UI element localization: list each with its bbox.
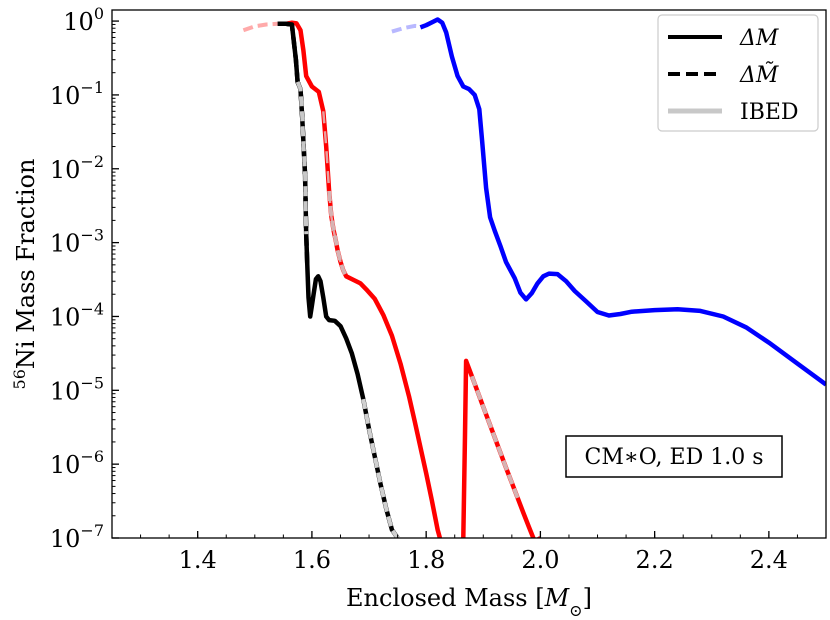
y-tick-base: 10 <box>50 230 81 258</box>
annotation-box <box>565 435 783 478</box>
y-tick-base: 10 <box>50 82 81 110</box>
series-line-3 <box>419 17 826 387</box>
x-tick-label-0: 1.4 <box>179 546 217 574</box>
x-tick-label-1: 1.6 <box>293 546 331 574</box>
legend-label-delta-m-tilde: ΔM̃ <box>739 62 779 88</box>
y-axis-label: 56Ni Mass Fraction <box>10 159 41 390</box>
y-tick-power: −5 <box>80 373 104 392</box>
series-line-7 <box>361 398 400 538</box>
x-axis-label: Enclosed Mass [M⊙] <box>346 584 592 620</box>
plot-frame <box>111 9 827 539</box>
y-tick-label-3: 10−3 <box>50 226 104 258</box>
y-tick-base: 10 <box>50 303 81 331</box>
tick-layer: 1.4 1.6 1.8 2.0 2.2 2.410010−110−210−310−410−… <box>50 4 827 574</box>
series-line-11 <box>391 23 421 34</box>
y-tick-power: −4 <box>80 299 104 318</box>
y-tick-power: 0 <box>94 4 104 23</box>
series-layer <box>242 17 826 538</box>
y-tick-label-4: 10−4 <box>50 299 104 331</box>
x-tick-label-5: 2.4 <box>750 546 788 574</box>
y-tick-label-5: 10−5 <box>50 373 104 405</box>
y-tick-power: −3 <box>80 226 104 245</box>
series-line-6 <box>295 81 309 235</box>
series-line-9 <box>470 375 520 499</box>
y-tick-label-6: 10−6 <box>50 447 104 479</box>
y-tick-label-0: 100 <box>63 4 104 36</box>
legend: ΔM ΔM̃ IBED <box>657 14 819 132</box>
legend-box <box>657 14 819 132</box>
annotation-text: CM∗O, ED 1.0 s <box>584 445 763 470</box>
series-line-8 <box>327 190 348 278</box>
y-tick-label-2: 10−2 <box>50 152 104 184</box>
legend-label-delta-m: ΔM <box>739 26 779 51</box>
y-tick-base: 10 <box>50 156 81 184</box>
y-tick-power: −1 <box>80 78 104 97</box>
x-tick-label-3: 2.0 <box>521 546 559 574</box>
y-tick-label-7: 10−7 <box>50 521 104 553</box>
x-axis-label-main: Enclosed Mass [ <box>346 584 545 612</box>
y-tick-base: 10 <box>50 525 81 553</box>
x-tick-label-2: 1.8 <box>407 546 445 574</box>
x-tick-label-4: 2.2 <box>636 546 674 574</box>
series-line-2 <box>461 358 541 538</box>
y-axis-label-superscript: 56 <box>10 369 29 389</box>
y-tick-power: −6 <box>80 447 104 466</box>
y-tick-power: −7 <box>80 521 104 540</box>
x-axis-label-symbol: M <box>544 584 571 612</box>
y-tick-base: 10 <box>50 377 81 405</box>
x-axis-label-sub: ⊙ <box>569 601 582 620</box>
y-tick-power: −2 <box>80 152 104 171</box>
y-axis-label-text: Ni Mass Fraction <box>12 159 40 370</box>
series-line-12 <box>277 21 293 27</box>
annotation: CM∗O, ED 1.0 s <box>565 435 783 478</box>
y-tick-label-1: 10−1 <box>50 78 104 110</box>
y-tick-base: 10 <box>50 451 81 479</box>
y-tick-base: 10 <box>63 8 94 36</box>
x-axis-label-end: ] <box>583 584 592 612</box>
legend-label-ibed: IBED <box>740 100 799 125</box>
